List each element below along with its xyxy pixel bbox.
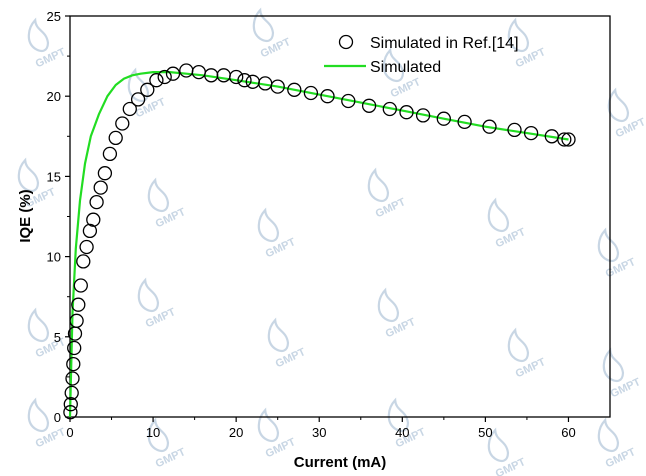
data-point-ref14 — [122, 101, 137, 117]
data-point-ref14 — [73, 278, 88, 293]
data-point-ref14 — [270, 79, 285, 94]
data-point-ref14 — [67, 340, 82, 356]
x-tick-label: 40 — [395, 425, 409, 440]
watermark-layer: GMPT GMPT GMPT GMPT GMPT GMPT GMPT GMPT GMPT GMPT… — [17, 7, 646, 476]
legend-label-ref14: Simulated in Ref.[14] — [370, 35, 519, 52]
data-point-ref14 — [179, 63, 194, 78]
data-point-ref14 — [82, 223, 98, 239]
data-point-ref14 — [93, 180, 108, 195]
data-point-ref14 — [415, 108, 431, 123]
watermark-logo: GMPT — [257, 407, 298, 460]
legend: Simulated in Ref.[14] Simulated — [324, 34, 519, 76]
watermark-logo: GMPT — [387, 397, 428, 450]
data-point-ref14 — [140, 82, 155, 97]
data-point-ref14 — [102, 146, 118, 162]
data-point-ref14 — [130, 92, 146, 107]
y-tick-label: 15 — [47, 169, 61, 184]
data-point-ref14 — [320, 89, 335, 104]
watermark-logo: GMPT — [147, 177, 188, 230]
data-point-ref14 — [165, 66, 181, 81]
data-point-ref14 — [561, 132, 576, 147]
data-point-ref14 — [65, 371, 80, 386]
data-point-ref14 — [108, 130, 123, 146]
watermark-logo: GMPT — [137, 277, 178, 330]
legend-circle-marker — [338, 34, 354, 50]
data-point-ref14 — [69, 313, 84, 328]
data-point-ref14 — [287, 82, 302, 97]
series-line-simulated — [68, 70, 569, 418]
data-point-ref14 — [66, 356, 81, 372]
x-tick-label: 50 — [478, 425, 492, 440]
data-point-ref14 — [482, 119, 497, 134]
watermark-logo: GMPT — [252, 7, 293, 60]
x-tick-label: 0 — [66, 425, 73, 440]
y-tick-label: 20 — [47, 89, 61, 104]
x-tick-label: 30 — [312, 425, 326, 440]
data-point-ref14 — [63, 397, 78, 412]
y-tick-label: 25 — [47, 9, 61, 24]
watermark-logo: GMPT — [602, 347, 643, 400]
x-tick-label: 60 — [561, 425, 575, 440]
data-point-ref14 — [523, 125, 539, 141]
data-point-ref14 — [436, 111, 451, 126]
data-point-ref14 — [237, 73, 252, 88]
data-point-ref14 — [149, 73, 164, 88]
x-tick-label: 10 — [146, 425, 160, 440]
y-tick-label: 0 — [54, 410, 61, 425]
watermark-text: GMPT — [494, 456, 528, 476]
watermark-logo: GMPT — [377, 287, 418, 340]
data-point-ref14 — [341, 93, 356, 109]
x-axis-title: Current (mA) — [294, 454, 387, 471]
data-point-ref14 — [79, 239, 94, 255]
data-point-ref14 — [382, 101, 397, 117]
data-point-ref14 — [97, 166, 113, 181]
data-point-ref14 — [303, 85, 319, 101]
data-point-ref14 — [507, 122, 522, 138]
data-point-ref14 — [115, 116, 130, 131]
data-point-ref14 — [89, 194, 104, 210]
data-point-ref14 — [399, 105, 414, 120]
data-point-ref14 — [216, 68, 231, 83]
watermark-logo: GMPT — [507, 327, 548, 380]
watermark-logo: GMPT — [267, 317, 308, 370]
data-point-ref14 — [361, 98, 377, 113]
data-point-ref14 — [157, 69, 172, 85]
data-point-ref14 — [64, 385, 79, 401]
data-point-ref14 — [229, 69, 244, 85]
watermark-logo: GMPT — [147, 417, 188, 470]
axis-ticks: 0 10 20 30 40 50 60 0 5 10 15 20 25 — [47, 9, 576, 440]
data-point-ref14 — [191, 64, 206, 80]
data-point-ref14 — [63, 405, 78, 420]
data-point-ref14 — [71, 297, 86, 312]
data-point-ref14 — [76, 254, 91, 269]
data-point-ref14 — [557, 132, 572, 147]
series-layer — [63, 63, 576, 420]
watermark-logo: GMPT — [257, 207, 298, 260]
y-tick-label: 5 — [54, 330, 61, 345]
watermark-logo: GMPT — [597, 417, 638, 470]
legend-label-simulated: Simulated — [370, 59, 441, 76]
y-axis-title: IQE (%) — [17, 189, 34, 242]
y-tick-label: 10 — [47, 250, 61, 265]
watermark-logo: GMPT — [597, 227, 638, 280]
watermark-logo: GMPT — [487, 197, 528, 250]
x-tick-label: 20 — [229, 425, 243, 440]
watermark-logo: GMPT — [367, 167, 408, 220]
watermark-logo: GMPT — [607, 87, 646, 140]
data-point-ref14 — [457, 114, 472, 130]
data-point-ref14 — [86, 212, 101, 227]
